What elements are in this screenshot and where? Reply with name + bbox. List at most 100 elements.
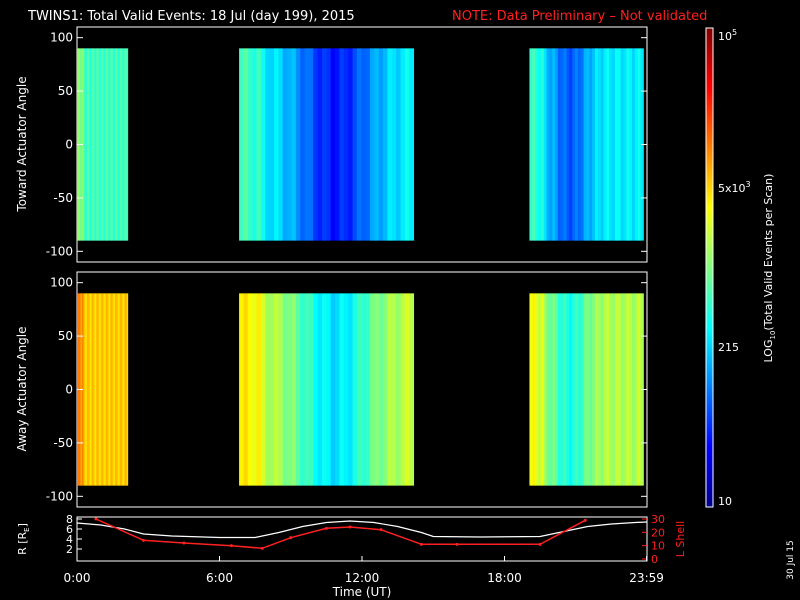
radius-tick-label: 6	[66, 523, 73, 536]
heatmap-column	[535, 48, 539, 241]
heatmap-column	[291, 48, 297, 241]
heatmap-column	[256, 48, 262, 241]
heatmap-column	[115, 48, 117, 241]
lshell-point	[419, 542, 423, 546]
heatmap-column	[370, 293, 375, 486]
heatmap-column	[617, 293, 622, 486]
heatmap-column	[532, 293, 536, 486]
heatmap-column	[123, 48, 126, 241]
time-axis-label: Time (UT)	[332, 585, 392, 599]
colorbar: 105 5x103 215 10 LOG10(Total Valid Event…	[705, 27, 777, 508]
heatmap-column	[529, 293, 533, 486]
time-tick-label: 6:00	[206, 571, 233, 585]
heatmap-column	[116, 293, 119, 486]
heatmap-column	[123, 293, 126, 486]
heatmap-column	[335, 48, 340, 241]
heatmap-column	[552, 48, 556, 241]
heatmap-column	[96, 293, 98, 486]
heatmap-column	[634, 293, 639, 486]
heatmap-column	[239, 293, 244, 486]
heatmap-column	[93, 293, 96, 486]
heatmap-column	[304, 48, 310, 241]
lshell-point	[455, 542, 459, 546]
heatmap-column	[339, 48, 345, 241]
heatmap-column	[592, 48, 596, 241]
heatmap-column	[537, 48, 542, 241]
heatmap-column	[603, 293, 607, 486]
lshell-point	[324, 526, 328, 530]
lshell-tick-label: 10	[651, 540, 665, 553]
heatmap-column	[569, 293, 573, 486]
colorbar-gradient	[705, 27, 714, 508]
heatmap-column	[83, 48, 86, 241]
heatmap-column	[540, 48, 545, 241]
heatmap-column	[108, 293, 111, 486]
heatmap-column	[330, 293, 336, 486]
heatmap-column	[374, 293, 380, 486]
heatmap-column	[563, 48, 567, 241]
heatmap-column	[99, 48, 102, 241]
heatmap-column	[549, 48, 553, 241]
heatmap-column	[92, 48, 94, 241]
lshell-point	[289, 536, 293, 540]
radius-axis-label: R [RE]	[16, 523, 31, 555]
y-tick-label: 50	[58, 84, 73, 98]
heatmap-column	[282, 48, 288, 241]
heatmap-column	[282, 293, 288, 486]
orbit-lines	[76, 517, 648, 550]
heatmap-column	[404, 48, 410, 241]
heatmap-column	[603, 48, 607, 241]
preliminary-note: NOTE: Data Preliminary – Not validated	[452, 9, 707, 24]
heatmap-column	[557, 293, 562, 486]
heatmap-column	[287, 48, 292, 241]
heatmap-column	[265, 48, 271, 241]
heatmap-column	[546, 48, 550, 241]
heatmap-column	[400, 48, 406, 241]
heatmap-column	[560, 48, 565, 241]
heatmap-column	[335, 293, 340, 486]
heatmap-column	[107, 293, 110, 486]
heatmap-column	[118, 293, 121, 486]
heatmap-column	[589, 293, 593, 486]
heatmap-column	[580, 48, 584, 241]
heatmap-column	[400, 293, 406, 486]
y-tick-label: 100	[50, 276, 73, 290]
heatmap-column	[348, 293, 353, 486]
heatmap-column	[343, 48, 349, 241]
heatmap-column	[620, 293, 624, 486]
away-y-ticks: 100 50 0 -50 -100	[46, 276, 647, 503]
heatmap-column	[120, 48, 122, 241]
heatmap-column	[586, 48, 590, 241]
heatmap-column	[391, 48, 397, 241]
heatmap-column	[247, 48, 253, 241]
heatmap-column	[98, 293, 101, 486]
heatmap-column	[111, 48, 113, 241]
heatmap-column	[637, 293, 641, 486]
heatmap-column	[597, 293, 602, 486]
lshell-point	[348, 525, 352, 529]
colorbar-label: LOG10(Total Valid Events per Scan)	[762, 174, 777, 363]
heatmap-column	[374, 48, 380, 241]
heatmap-column	[614, 293, 619, 486]
heatmap-column	[89, 293, 92, 486]
heatmap-column	[121, 293, 124, 486]
heatmap-column	[103, 293, 106, 486]
heatmap-column	[632, 48, 636, 241]
away-panel: 100 50 0 -50 -100 Away Actuator Angle	[15, 271, 648, 508]
toward-y-label: Toward Actuator Angle	[15, 76, 29, 212]
heatmap-column	[537, 293, 542, 486]
heatmap-column	[330, 48, 336, 241]
heatmap-column	[308, 293, 314, 486]
heatmap-column	[387, 293, 393, 486]
heatmap-column	[117, 293, 120, 486]
lshell-axis-label: L Shell	[674, 521, 687, 557]
lshell-point	[379, 528, 383, 532]
heatmap-column	[609, 48, 613, 241]
heatmap-column	[586, 293, 590, 486]
heatmap-column	[614, 48, 619, 241]
heatmap-column	[634, 48, 639, 241]
heatmap-column	[343, 293, 349, 486]
heatmap-column	[125, 48, 127, 241]
heatmap-column	[326, 293, 332, 486]
